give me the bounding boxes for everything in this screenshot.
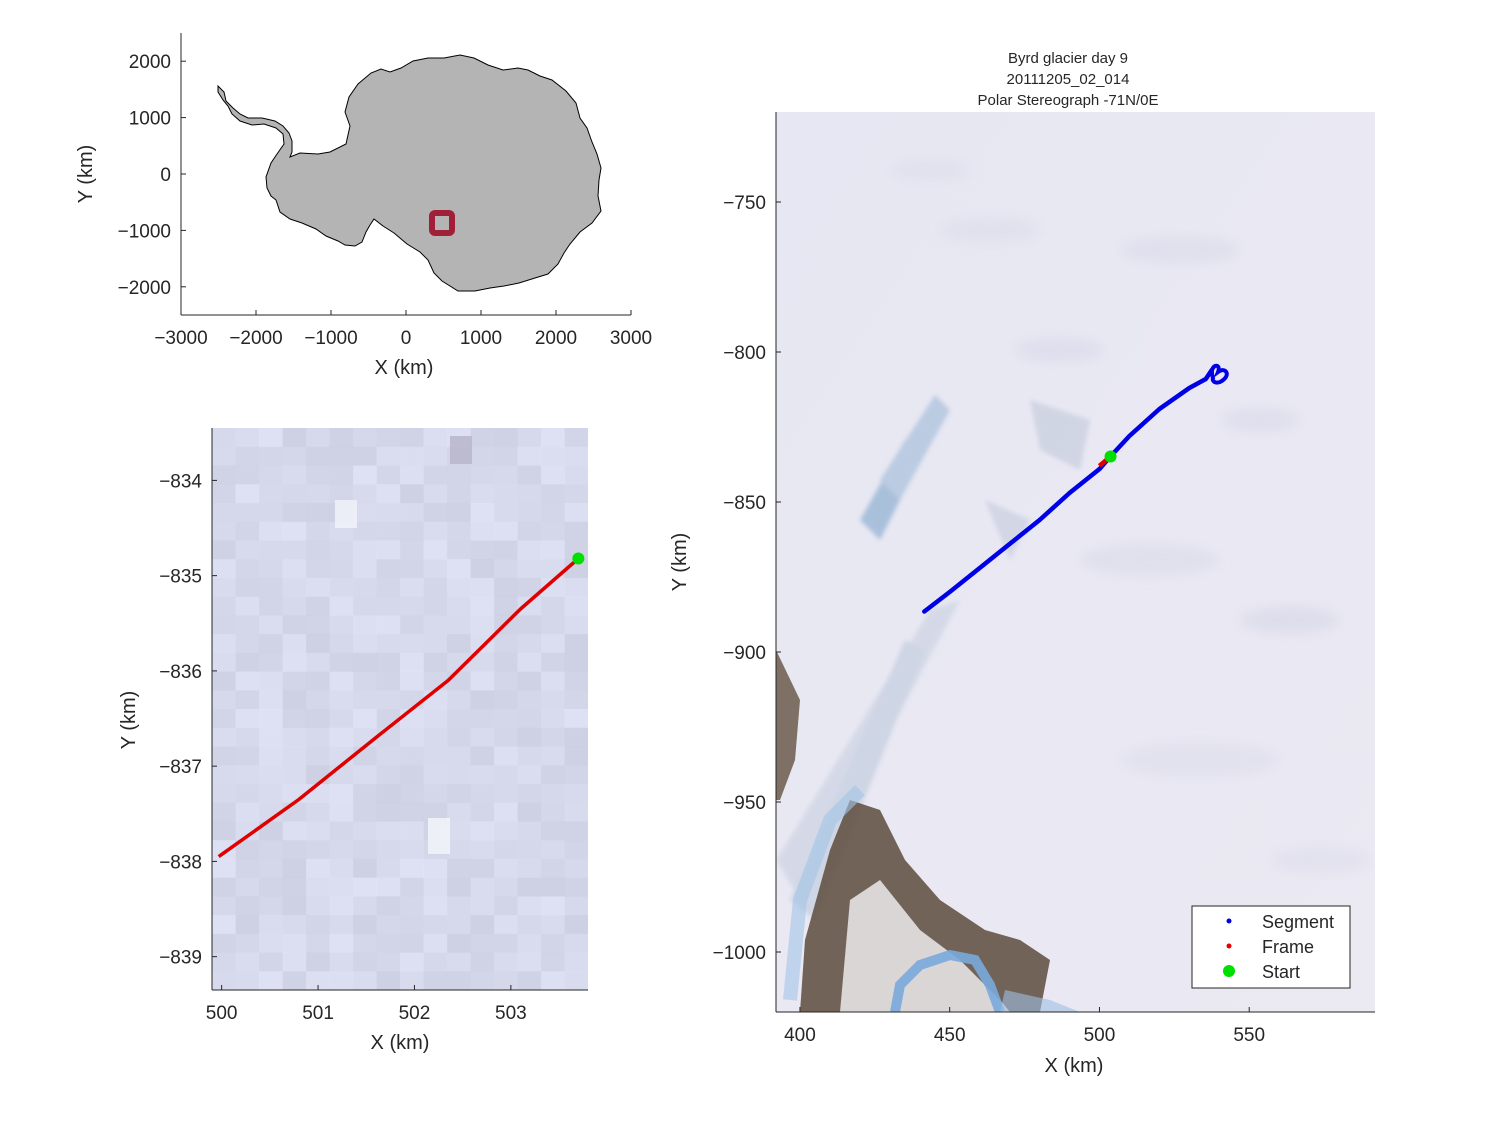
legend-segment-label: Segment: [1262, 912, 1334, 932]
overview-axes: −3000 −2000 −1000 0 1000 2000 3000 2000 1000 0 −1…: [75, 33, 652, 379]
blue-ice-valley: [890, 949, 1005, 1012]
zoom-ylabel: Y (km): [118, 691, 140, 750]
blue-ice-patch: [1000, 990, 1080, 1012]
segment-loop: [1209, 363, 1229, 385]
overview-ytick-label: 1000: [129, 109, 171, 130]
overview-xtick-label: 1000: [460, 328, 502, 349]
zoom-xtick-label: 502: [399, 1003, 431, 1024]
zoom-xtick-label: 500: [206, 1003, 238, 1024]
blue-ice-edge: [783, 785, 865, 1001]
legend-segment-swatch: [1226, 918, 1232, 924]
zoom-ytick-label: −838: [159, 852, 202, 873]
overview-ytick-label: −2000: [118, 278, 171, 299]
main-xtick-label: 450: [934, 1025, 966, 1046]
main-ytick-label: −950: [723, 793, 766, 814]
satellite-imagery: [776, 112, 1375, 1012]
main-ytick-label: −1000: [713, 943, 766, 964]
main-axes: 400 450 500 550 −750 −800 −850 −900 −950 −1000 X…: [669, 112, 1375, 1077]
main-ytick-label: −750: [723, 193, 766, 214]
zoom-xtick-label: 503: [495, 1003, 527, 1024]
overview-xtick-label: 3000: [610, 328, 652, 349]
main-title-line-2: 20111205_02_014: [1007, 71, 1130, 88]
legend-frame-label: Frame: [1262, 937, 1314, 957]
zoom-xlabel: X (km): [371, 1032, 430, 1054]
main-title-line-1: Byrd glacier day 9: [1008, 50, 1128, 67]
main-title-line-3: Polar Stereograph -71N/0E: [978, 92, 1159, 109]
zoom-frame-line: [217, 557, 580, 859]
main-xtick-label: 550: [1233, 1025, 1265, 1046]
overview-xlabel: X (km): [375, 357, 434, 379]
zoom-start-marker: [572, 552, 585, 565]
location-marker: [429, 210, 455, 236]
main-ytick-label: −900: [723, 643, 766, 664]
legend-frame-swatch: [1226, 943, 1232, 949]
main-ytick-label: −850: [723, 493, 766, 514]
zoom-imagery-pixels: [212, 428, 588, 990]
overview-ytick-label: 2000: [129, 52, 171, 73]
main-ylabel: Y (km): [669, 533, 691, 592]
zoom-xtick-label: 501: [302, 1003, 334, 1024]
legend-start-label: Start: [1262, 962, 1300, 982]
start-marker: [1104, 450, 1117, 463]
legend: Segment Frame Start: [1191, 905, 1351, 989]
main-ytick-label: −800: [723, 343, 766, 364]
rock-outcrop: [776, 650, 800, 800]
overview-ylabel: Y (km): [75, 145, 97, 204]
segment-line: [922, 367, 1215, 614]
zoom-ytick-label: −837: [159, 757, 202, 778]
main-xtick-label: 400: [784, 1025, 816, 1046]
overview-ytick-label: 0: [160, 165, 171, 186]
overview-ytick-label: −1000: [118, 221, 171, 242]
overview-xtick-label: 2000: [535, 328, 577, 349]
legend-start-swatch: [1223, 965, 1235, 977]
zoom-ytick-label: −834: [159, 471, 202, 492]
rock-highlight: [840, 880, 1010, 1012]
overview-xtick-label: −3000: [154, 328, 207, 349]
main-xlabel: X (km): [1045, 1055, 1104, 1077]
zoom-ytick-label: −839: [159, 948, 202, 969]
zoom-axes: 500 501 502 503 −834 −835 −836 −837 −838 −839 X …: [118, 428, 588, 1054]
zoom-ytick-label: −835: [159, 567, 202, 588]
overview-xtick-label: 0: [401, 328, 412, 349]
main-xtick-label: 500: [1084, 1025, 1116, 1046]
zoom-ytick-label: −836: [159, 662, 202, 683]
main-map: Byrd glacier day 9 20111205_02_014 Polar…: [669, 50, 1375, 1077]
antarctica-continent: [217, 54, 602, 292]
overview-map: −3000 −2000 −1000 0 1000 2000 3000 2000 1000 0 −1…: [75, 33, 652, 379]
overview-xtick-label: −1000: [304, 328, 357, 349]
zoom-plot: 500 501 502 503 −834 −835 −836 −837 −838 −839 X …: [118, 428, 588, 1054]
snow-texture: [890, 160, 1370, 874]
overview-xtick-label: −2000: [229, 328, 282, 349]
